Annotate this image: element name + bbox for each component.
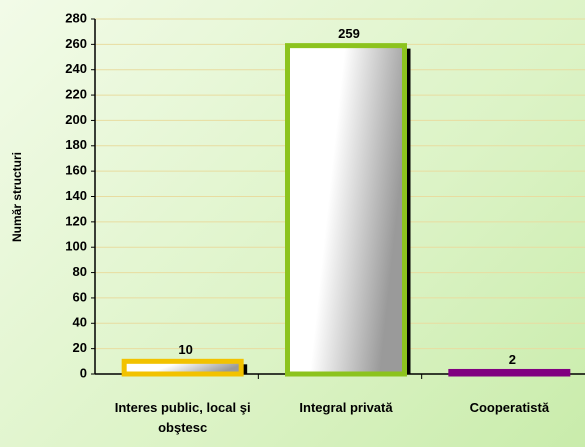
y-tick-label: 160 [65,163,87,178]
bar [285,43,407,377]
y-tick-label: 60 [73,289,87,304]
x-tick-label: Interes public, local şi obştesc [114,400,251,435]
bar [121,358,244,377]
y-tick-label: 140 [65,188,87,203]
y-tick-label: 0 [80,365,87,380]
y-tick-label: 40 [73,315,87,330]
data-label: 2 [509,352,516,367]
y-tick-label: 260 [65,36,87,51]
y-tick-label: 200 [65,112,87,127]
x-tick-label: Cooperatistă [469,400,550,415]
data-label: 10 [178,342,192,357]
y-tick-label: 120 [65,213,87,228]
y-tick-label: 180 [65,137,87,152]
y-tick-label: 280 [65,10,87,25]
y-tick-label: 220 [65,87,87,102]
y-tick-label: 100 [65,239,87,254]
y-axis-label: Număr structuri [10,152,24,242]
y-tick-label: 240 [65,61,87,76]
bar [448,368,571,377]
y-tick-label: 80 [73,264,87,279]
data-label: 259 [338,26,360,41]
x-tick-label: Integral privată [299,400,393,415]
y-tick-label: 20 [73,340,87,355]
